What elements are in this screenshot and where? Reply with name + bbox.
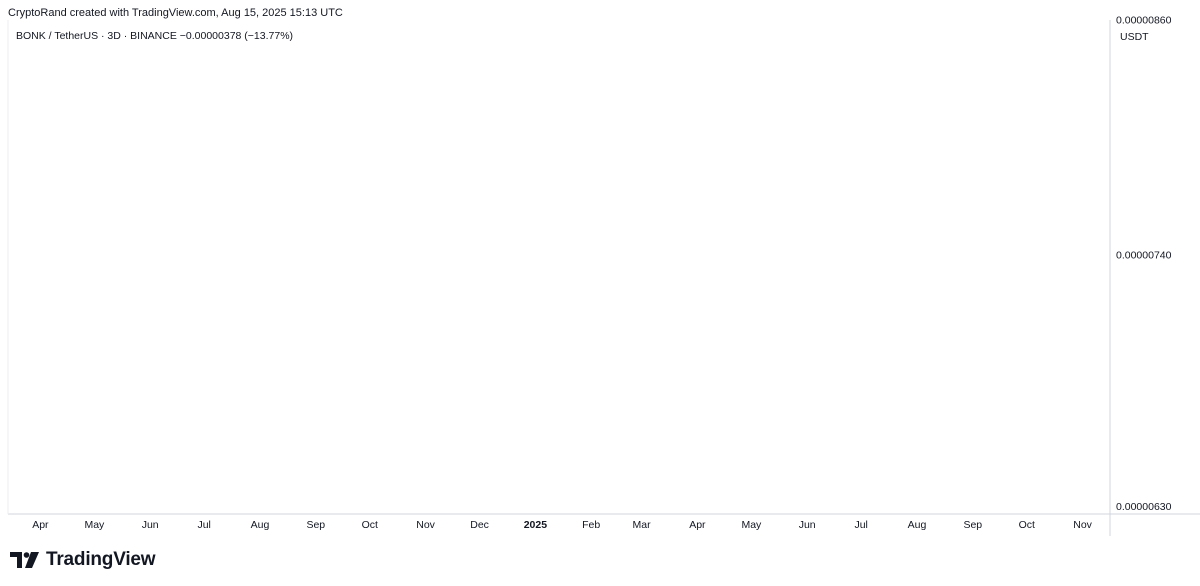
x-tick-label: Aug [251,519,270,531]
x-tick-label: May [84,519,105,531]
x-tick-label: Feb [582,519,600,531]
x-tick-label: Jun [799,519,816,531]
x-tick-label: Nov [416,519,435,531]
x-tick-label: Apr [689,519,706,531]
x-tick-label: Jul [854,519,867,531]
x-tick-label: Sep [963,519,982,531]
price-unit-label: USDT [1120,31,1149,43]
x-tick-label: Oct [1019,519,1035,531]
x-tick-label: Jun [142,519,159,531]
y-tick-label: 0.00000630 [1116,501,1172,513]
chart-attribution: CryptoRand created with TradingView.com,… [8,7,343,19]
x-tick-label: 2025 [524,519,548,531]
y-tick-label: 0.00000740 [1116,250,1172,262]
y-tick-label: 0.00000860 [1116,15,1172,27]
symbol-info: BONK / TetherUS · 3D · BINANCE −0.000003… [16,30,294,42]
tradingview-logo-text: TradingView [46,549,156,570]
x-tick-label: Apr [32,519,49,531]
x-tick-label: Oct [362,519,378,531]
x-tick-label: Nov [1073,519,1092,531]
x-tick-label: Jul [197,519,210,531]
x-tick-label: Aug [908,519,927,531]
x-tick-label: Mar [633,519,652,531]
x-tick-label: Sep [306,519,325,531]
x-tick-label: Dec [470,519,489,531]
tradingview-logo-icon [10,552,39,568]
x-tick-label: May [741,519,762,531]
tradingview-logo[interactable]: TradingView [10,549,156,571]
